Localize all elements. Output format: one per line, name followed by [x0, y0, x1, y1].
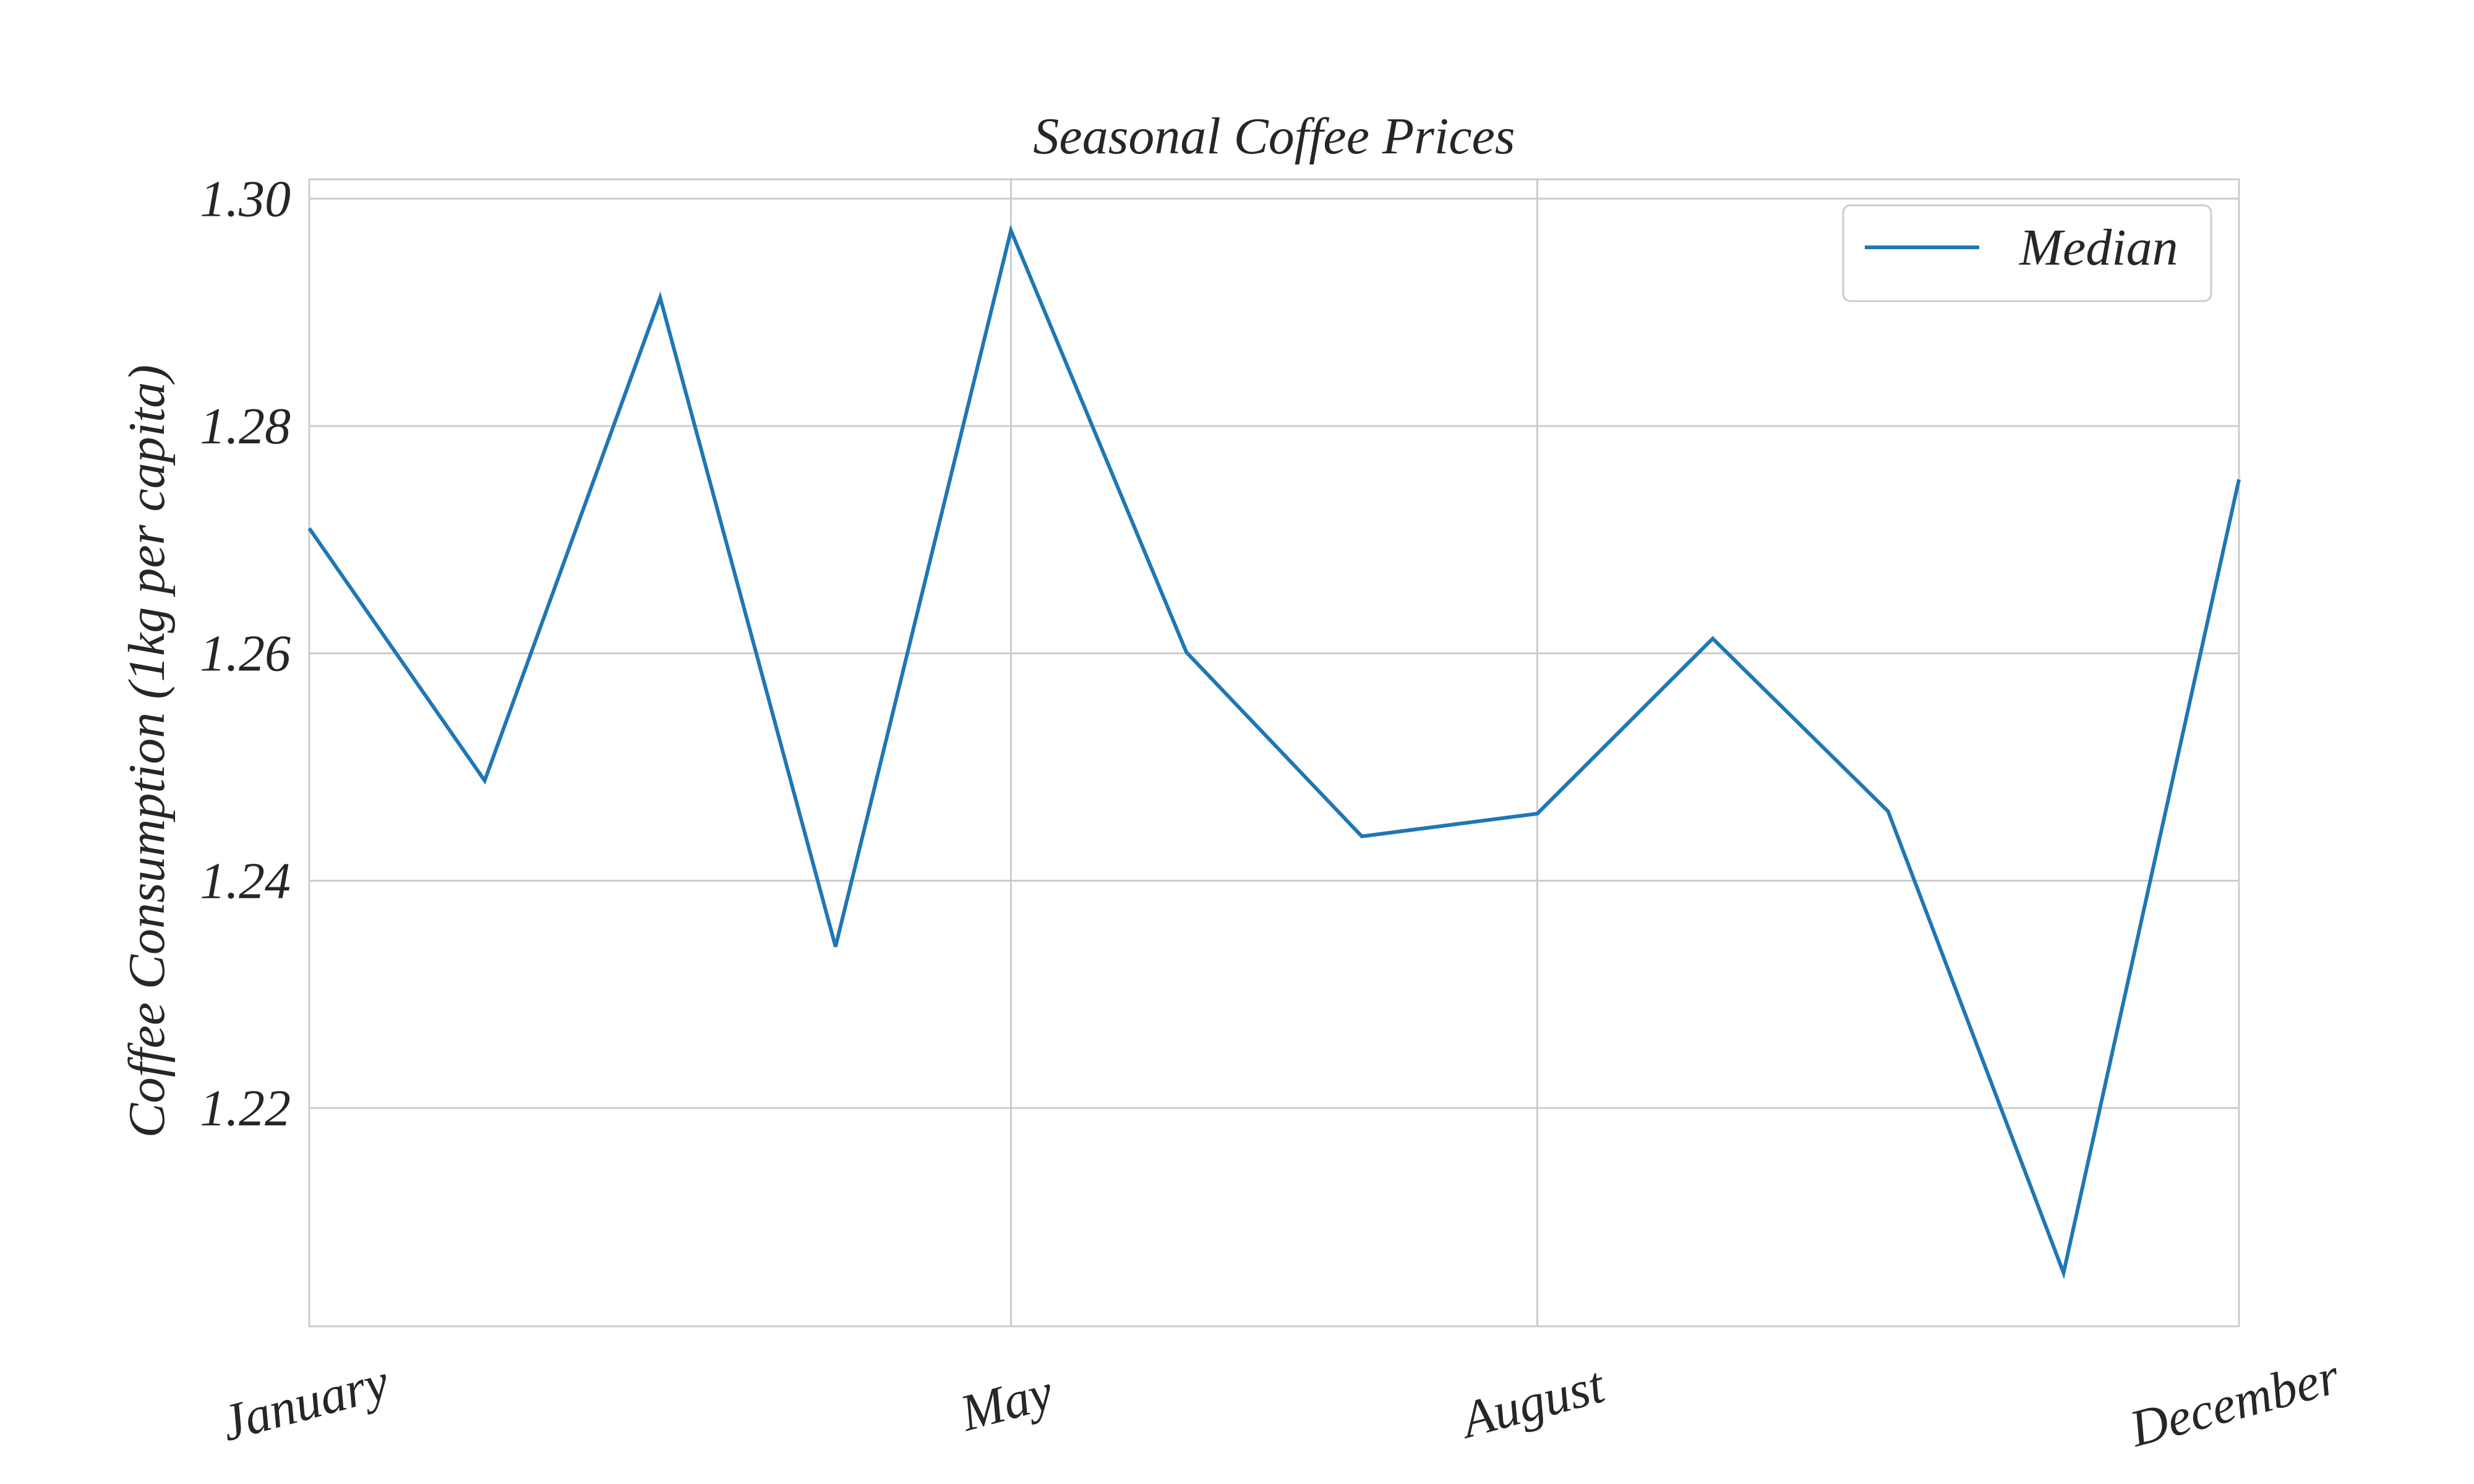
y-axis-label: Coffee Consumption (1kg per capita)	[118, 365, 176, 1138]
series-layer	[307, 224, 2241, 1280]
x-tick-label: January	[215, 1353, 395, 1452]
y-tick-labels: 1.22 1.24 1.26 1.28 1.30	[200, 170, 291, 1137]
y-tick-label: 1.28	[200, 398, 291, 455]
y-tick-label: 1.26	[200, 625, 291, 683]
x-tick-label: December	[2123, 1347, 2345, 1459]
legend-box	[1842, 204, 2212, 302]
plot-background	[309, 179, 2239, 1326]
chart-title: Seasonal Coffee Prices	[1033, 108, 1515, 165]
y-tick-label: 1.30	[200, 170, 291, 228]
x-tick-label: May	[954, 1363, 1059, 1443]
legend: Median	[1842, 204, 2212, 302]
y-tick-label: 1.24	[200, 852, 291, 910]
series-line-median	[307, 224, 2241, 1280]
legend-label-median: Median	[2019, 219, 2178, 276]
x-tick-labels: January May August December	[215, 1347, 2345, 1459]
x-tick-label: August	[1453, 1356, 1612, 1450]
y-tick-label: 1.22	[200, 1080, 291, 1137]
plot-frame	[308, 178, 2240, 1328]
